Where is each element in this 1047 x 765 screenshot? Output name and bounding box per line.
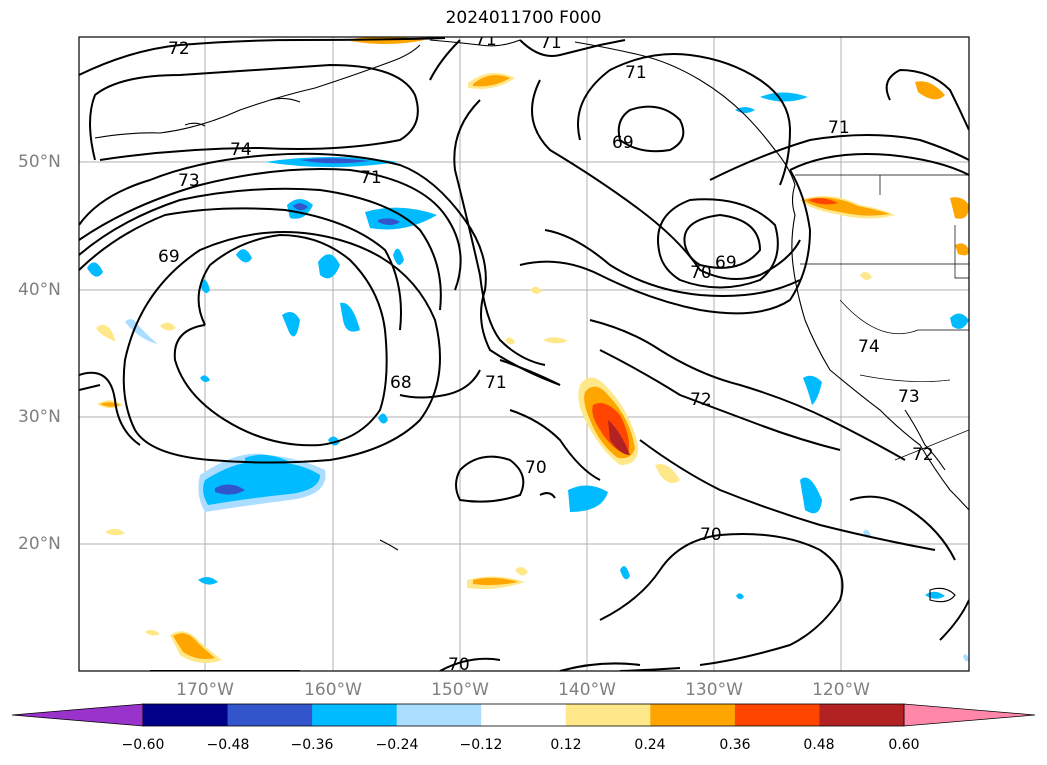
gridlines xyxy=(79,37,969,671)
colorbar xyxy=(11,703,1036,727)
colorbar-extend-low xyxy=(11,703,144,727)
contour-label: 71 xyxy=(360,168,382,188)
lat-tick-label: 30°N xyxy=(18,407,61,427)
contour-label-layer: 72 71 71 71 74 73 71 69 69 70 69 71 71 6… xyxy=(158,30,934,675)
lon-tick-label: 160°W xyxy=(304,680,362,700)
lon-tick-label: 140°W xyxy=(558,680,616,700)
contour-label: 74 xyxy=(230,140,252,160)
colorbar-tick-label: 0.24 xyxy=(634,737,666,753)
colorbar-segment xyxy=(143,704,229,726)
lon-tick-label: 170°W xyxy=(176,680,234,700)
colorbar-tick-label: 0.12 xyxy=(550,737,582,753)
lat-tick-label: 40°N xyxy=(18,280,61,300)
contour-label: 71 xyxy=(828,118,850,138)
colorbar-tick-label: −0.24 xyxy=(375,737,419,753)
contour-label: 70 xyxy=(448,655,470,675)
contour-label: 71 xyxy=(475,30,497,50)
colorbar-tick-label: 0.60 xyxy=(888,737,920,753)
contour-label: 70 xyxy=(525,458,547,478)
contour-label: 70 xyxy=(700,525,722,545)
colorbar-frame xyxy=(142,703,905,727)
contour-label: 74 xyxy=(858,337,880,357)
lon-tick-label: 130°W xyxy=(685,680,743,700)
contour-label: 73 xyxy=(178,171,200,191)
colorbar-segment xyxy=(227,704,313,726)
contour-label: 73 xyxy=(898,387,920,407)
lat-tick-label: 50°N xyxy=(18,152,61,172)
coastlines xyxy=(94,39,969,603)
lon-tick-label: 150°W xyxy=(431,680,489,700)
contour-label: 72 xyxy=(690,390,712,410)
contour-label: 69 xyxy=(158,247,180,267)
contour-label: 71 xyxy=(485,373,507,393)
colorbar-segment xyxy=(396,704,482,726)
borders xyxy=(795,174,969,461)
map-title: 2024011700 F000 xyxy=(445,8,602,28)
colorbar-segment xyxy=(481,704,567,726)
contour-label: 71 xyxy=(625,63,647,83)
contour-label: 70 xyxy=(690,263,712,283)
lon-tick-label: 120°W xyxy=(812,680,870,700)
contour-label: 69 xyxy=(715,253,737,273)
colorbar-tick-label: −0.12 xyxy=(459,737,503,753)
colorbar-segment xyxy=(565,704,651,726)
colorbar-segment xyxy=(819,704,905,726)
contour-label: 71 xyxy=(540,33,562,53)
colorbar-tick-label: −0.60 xyxy=(121,737,165,753)
contour-label: 72 xyxy=(168,39,190,59)
contour-label: 72 xyxy=(912,445,934,465)
contour-label: 69 xyxy=(612,133,634,153)
colorbar-tick-label: −0.36 xyxy=(290,737,334,753)
map-frame xyxy=(78,36,970,672)
colorbar-tick-label: 0.48 xyxy=(803,737,835,753)
shaded-anomalies xyxy=(87,37,969,664)
colorbar-segment xyxy=(734,704,820,726)
contours xyxy=(79,37,969,671)
contour-label: 68 xyxy=(390,373,412,393)
colorbar-segment xyxy=(650,704,736,726)
colorbar-tick-label: −0.48 xyxy=(206,737,250,753)
colorbar-extend-high xyxy=(903,703,1036,727)
colorbar-tick-label: 0.36 xyxy=(719,737,751,753)
lat-tick-label: 20°N xyxy=(18,534,61,554)
colorbar-segment xyxy=(312,704,398,726)
